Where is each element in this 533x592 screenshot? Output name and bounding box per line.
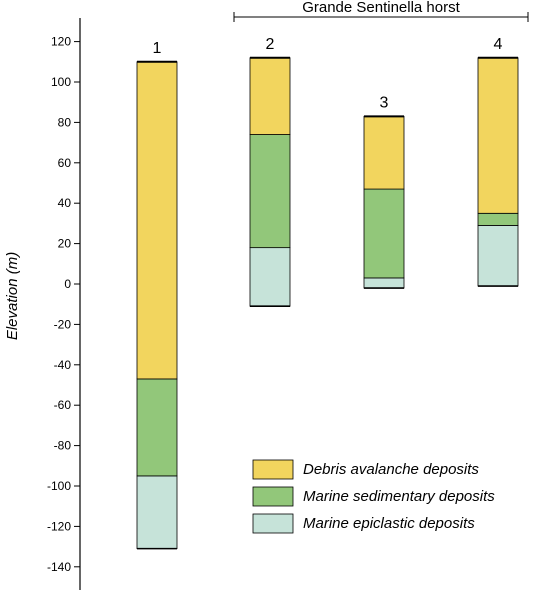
y-tick-label: -20 — [54, 317, 72, 331]
y-tick-label: 60 — [58, 156, 72, 170]
y-tick-label: 40 — [58, 196, 72, 210]
column-1: 1 — [136, 40, 178, 550]
group-bracket: Grande Sentinella horst — [233, 0, 529, 22]
legend-item-sedimentary: Marine sedimentary deposits — [252, 486, 495, 507]
legend-swatch — [252, 459, 294, 480]
legend-item-debris: Debris avalanche deposits — [252, 459, 479, 480]
y-tick-label: 80 — [58, 115, 72, 129]
y-tick-label: 0 — [64, 277, 71, 291]
y-tick-label: -60 — [54, 398, 72, 412]
y-tick-label: -120 — [47, 519, 71, 533]
layer-epiclastic — [249, 247, 291, 307]
column-label: 4 — [494, 36, 503, 53]
legend: Debris avalanche deposits Marine sediment… — [252, 459, 495, 534]
legend-label: Marine epiclastic deposits — [303, 515, 475, 532]
layer-sedimentary — [249, 134, 291, 249]
y-axis: 120 100 80 60 40 20 0 -20 -40 -60 -80 -100 -120 -140 — [47, 18, 81, 590]
column-label: 1 — [153, 40, 162, 57]
legend-swatch — [252, 513, 294, 534]
y-tick-label: -80 — [54, 439, 72, 453]
layer-epiclastic — [363, 277, 405, 289]
column-4: 4 — [477, 36, 519, 287]
y-tick-label: -140 — [47, 560, 71, 574]
y-tick-label: 120 — [51, 35, 71, 49]
layer-debris — [363, 115, 405, 190]
group-label: Grande Sentinella horst — [302, 0, 460, 16]
layer-debris — [249, 57, 291, 135]
layer-sedimentary — [363, 188, 405, 279]
layer-debris — [477, 57, 519, 214]
y-tick-label: 100 — [51, 75, 71, 89]
column-2: 2 — [249, 36, 291, 308]
layer-sedimentary — [477, 212, 519, 226]
y-tick-label: 20 — [58, 237, 72, 251]
column-3: 3 — [363, 94, 405, 289]
legend-swatch — [252, 486, 294, 507]
legend-item-epiclastic: Marine epiclastic deposits — [252, 513, 475, 534]
y-tick-label: -40 — [54, 358, 72, 372]
y-axis-title: Elevation (m) — [4, 252, 21, 340]
y-tick-label: -100 — [47, 479, 71, 493]
stratigraphic-columns: 1 2 3 4 — [136, 36, 519, 550]
column-label: 3 — [380, 94, 389, 111]
layer-sedimentary — [136, 378, 178, 477]
legend-label: Debris avalanche deposits — [303, 461, 479, 478]
layer-debris — [136, 61, 178, 380]
column-label: 2 — [266, 36, 275, 53]
layer-epiclastic — [136, 475, 178, 550]
layer-epiclastic — [477, 225, 519, 287]
legend-label: Marine sedimentary deposits — [303, 488, 495, 505]
